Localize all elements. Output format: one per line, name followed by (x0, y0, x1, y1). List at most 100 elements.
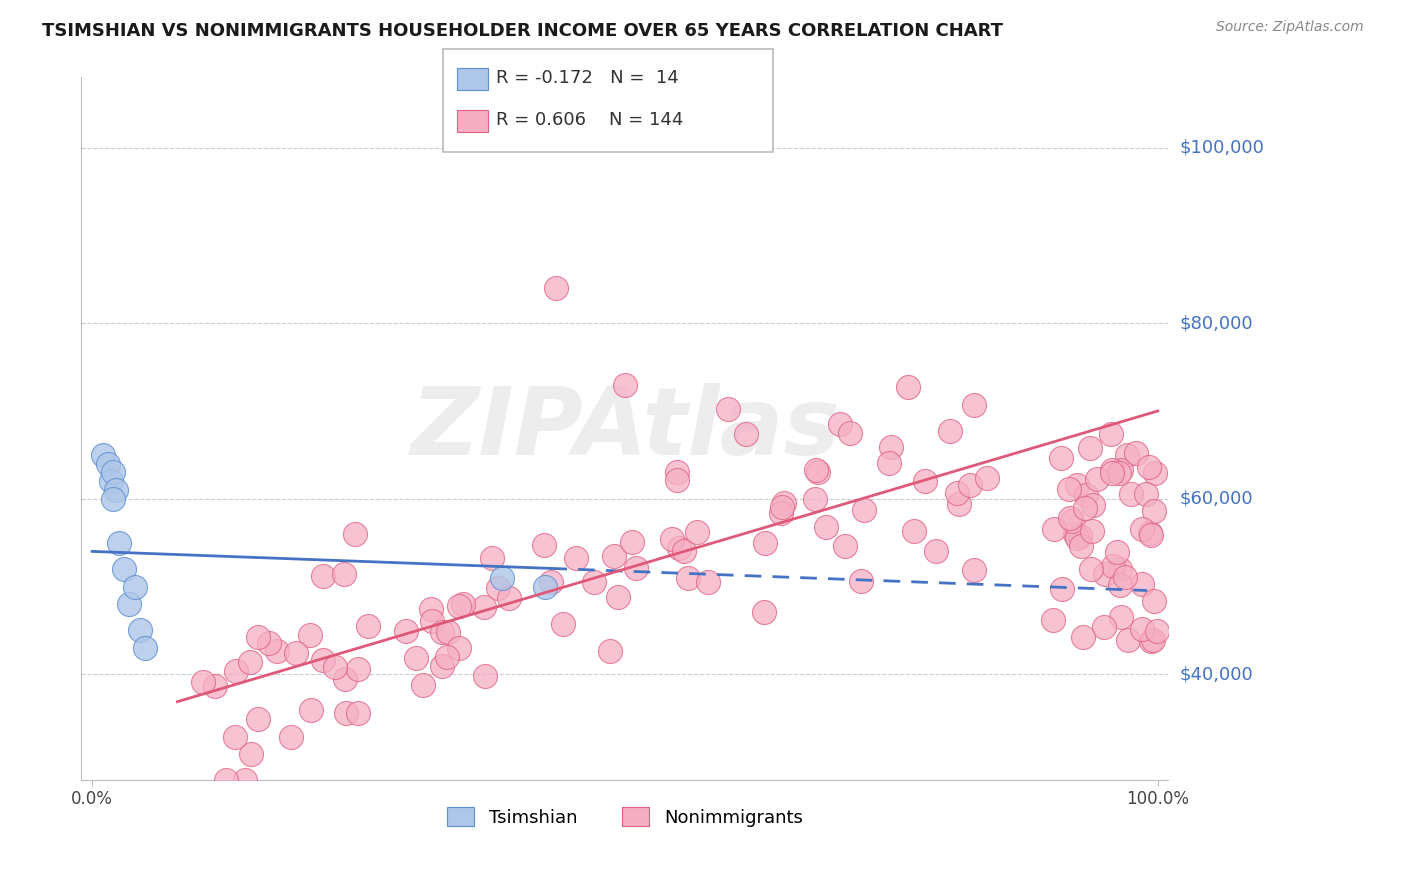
Point (668, 541, 690, 556)
Point (451, 597, 474, 611)
Point (533, 538, 555, 552)
Point (770, 506, 793, 520)
Point (118, 597, 141, 611)
Point (486, 581, 509, 595)
Point (498, 591, 520, 605)
Point (959, 477, 981, 491)
Point (266, 644, 288, 658)
Point (91, 448, 114, 462)
Point (754, 536, 776, 550)
Point (357, 619, 380, 633)
Point (717, 401, 740, 416)
Point (1146, 624, 1168, 638)
Point (1099, 426, 1122, 441)
Point (804, 491, 827, 506)
Point (772, 496, 794, 510)
Point (335, 706, 357, 720)
Text: $100,000: $100,000 (1180, 138, 1264, 157)
Point (834, 539, 856, 553)
Point (938, 424, 960, 438)
Point (103, 466, 125, 480)
Point (191, 675, 214, 690)
Text: $40,000: $40,000 (1180, 665, 1253, 683)
Point (853, 502, 876, 516)
Point (1094, 566, 1116, 581)
Point (948, 497, 970, 511)
Point (447, 641, 470, 656)
Point (333, 567, 356, 582)
Point (246, 630, 269, 644)
Point (1140, 634, 1163, 648)
Point (614, 377, 637, 392)
Point (828, 417, 851, 431)
Point (815, 519, 838, 533)
Point (474, 668, 496, 682)
Point (624, 560, 647, 574)
Point (734, 426, 756, 441)
Point (1069, 529, 1091, 543)
Point (534, 580, 557, 594)
Point (129, 624, 152, 638)
Point (1130, 622, 1153, 636)
Point (430, 624, 453, 639)
Point (233, 772, 256, 787)
Point (238, 655, 260, 669)
Point (770, 500, 793, 514)
Point (1074, 501, 1097, 516)
Point (897, 380, 920, 394)
Point (280, 731, 302, 745)
Point (1050, 582, 1073, 596)
Point (1042, 613, 1064, 627)
Point (472, 600, 495, 615)
Point (1101, 467, 1123, 481)
Point (1143, 504, 1166, 518)
Point (607, 591, 630, 605)
Point (1060, 514, 1083, 528)
Point (1143, 593, 1166, 607)
Point (103, 491, 125, 506)
Point (946, 485, 969, 500)
Point (224, 730, 246, 744)
Point (1070, 539, 1092, 553)
Point (963, 398, 986, 412)
Point (1108, 467, 1130, 481)
Point (104, 483, 127, 497)
Point (1139, 526, 1161, 541)
Point (583, 574, 606, 589)
Text: R = -0.172   N =  14: R = -0.172 N = 14 (496, 70, 679, 87)
Point (259, 636, 281, 650)
Point (1101, 558, 1123, 573)
Text: R = 0.606    N = 144: R = 0.606 N = 144 (496, 112, 683, 129)
Point (752, 606, 775, 620)
Point (697, 574, 720, 589)
Point (540, 574, 562, 589)
Point (239, 747, 262, 762)
Point (1085, 472, 1108, 486)
Point (1140, 527, 1163, 541)
Point (1137, 460, 1160, 475)
Point (134, 640, 156, 655)
Point (880, 440, 903, 454)
Point (877, 456, 900, 470)
Text: $80,000: $80,000 (1180, 314, 1253, 332)
Point (553, 617, 575, 632)
Point (1050, 450, 1073, 465)
Point (1066, 531, 1088, 545)
Point (1109, 578, 1132, 592)
Point (394, 624, 416, 638)
Point (299, 628, 322, 642)
Point (1119, 487, 1142, 501)
Point (1142, 632, 1164, 647)
Point (804, 462, 827, 476)
Point (1080, 441, 1102, 455)
Point (491, 571, 513, 585)
Point (285, 646, 308, 660)
Point (1080, 562, 1102, 576)
Point (1114, 570, 1136, 584)
Point (686, 524, 709, 539)
Point (347, 662, 370, 676)
Point (603, 549, 626, 564)
Point (673, 544, 696, 558)
Point (1071, 630, 1094, 644)
Point (914, 475, 936, 489)
